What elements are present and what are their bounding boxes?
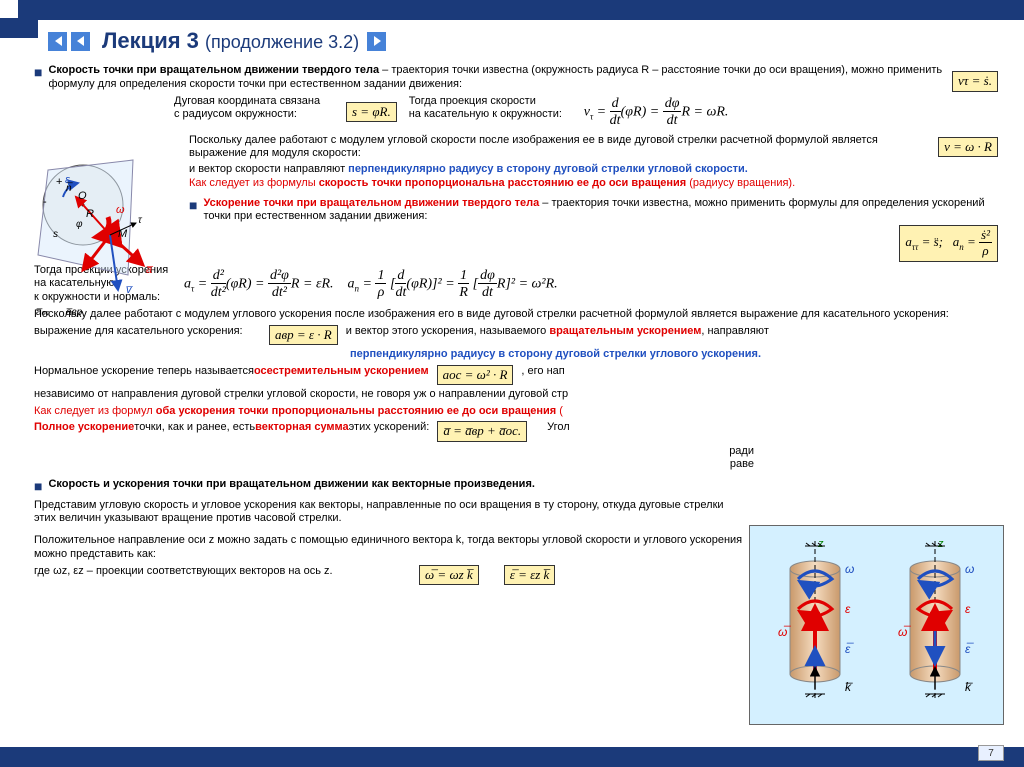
velocity-direction-text: и вектор скорости направляют перпендикул… [189, 163, 998, 177]
cut-text-1: ради [34, 445, 754, 459]
svg-text:-: - [43, 196, 47, 208]
rotation-circle-diagram: O R M - + ω ε v̅ a̅ n̅ τ a̅вр a̅ос s φ [28, 155, 163, 320]
svg-text:ω: ω [116, 204, 125, 216]
formula-v-omegaR: v = ω · R [938, 137, 998, 157]
svg-text:+: + [56, 176, 62, 188]
corner-decoration [0, 0, 38, 38]
svg-text:ω: ω [965, 562, 974, 576]
content: ■ Скорость точки при вращательном движен… [0, 58, 1024, 585]
svg-text:k̅: k̅ [845, 680, 853, 694]
svg-text:M: M [118, 228, 128, 240]
cylinders-diagram: z ω ε ω̅ ε̅ k̅ z [749, 525, 1004, 725]
svg-text:a̅ос: a̅ос [36, 307, 49, 318]
formula-s-phiR: s = φR. [346, 102, 397, 122]
formula-eps-vec: ε̅ = εz k̅ [504, 565, 556, 585]
svg-text:ω̅: ω̅ [898, 625, 911, 639]
svg-text:O: O [78, 190, 87, 202]
z-axis-text: Положительное направление оси z можно за… [34, 534, 744, 562]
velocity-proportional-text: Как следует из формулы скорость точки пр… [189, 177, 998, 191]
both-accel-proportional: Как следует из формул оба ускорения точк… [34, 405, 998, 419]
page-number: 7 [978, 745, 1004, 761]
section-velocity-heading: ■ Скорость точки при вращательном движен… [34, 64, 998, 92]
cut-text-2: раве [34, 458, 754, 472]
normal-accel-text: Нормальное ускорение теперь называется о… [34, 365, 998, 385]
svg-text:z: z [817, 538, 824, 550]
velocity-module-text: Поскольку далее работают с модулем углов… [189, 134, 998, 162]
svg-text:k̅: k̅ [965, 680, 973, 694]
independent-direction-text: независимо от направления дуговой стрелк… [34, 388, 998, 402]
section-accel-heading: ■ Ускорение точки при вращательном движе… [189, 197, 998, 225]
svg-text:ε̅: ε̅ [845, 642, 854, 656]
formula-aoc: aос = ω² · R [437, 365, 514, 385]
formula-v-tau-dot: vτ = ṡ. [952, 71, 998, 91]
full-accel-text: Полное ускорение точки, как и ранее, ест… [34, 421, 998, 441]
svg-text:a̅вр: a̅вр [66, 307, 83, 318]
svg-text:τ: τ [138, 215, 143, 226]
formula-att-an: aττ = s̈; an = ṡ²ρ [899, 225, 998, 262]
formula-vtau-expand: vτ = ddt(φR) = dφdtR = ωR. [584, 95, 729, 130]
svg-text:ω: ω [845, 562, 854, 576]
svg-text:φ: φ [76, 219, 83, 230]
vector-products-heading: ■ Скорость и ускорения точки при вращате… [34, 478, 998, 496]
svg-text:R: R [86, 208, 94, 220]
nav-prev-button[interactable] [71, 32, 90, 51]
formula-accel-expand: aτ = d²dt²(φR) = d²φdt²R = εR. an = 1ρ [… [184, 267, 998, 302]
tangent-proj-text: Тогда проекция скорости на касательную к… [409, 95, 584, 123]
header: Лекция 3 (продолжение 3.2) [0, 20, 1024, 58]
formula-full-accel: a̅ = a̅вр + a̅ос. [437, 421, 527, 441]
vector-represent-text: Представим угловую скорость и угловое ус… [34, 499, 744, 527]
tangential-accel-text: Поскольку далее работают с модулем углов… [34, 308, 998, 322]
nav-first-button[interactable] [48, 32, 67, 51]
svg-text:v̅: v̅ [126, 284, 134, 296]
arc-coord-text: Дуговая координата связана с радиусом ок… [174, 95, 334, 123]
svg-text:ε̅: ε̅ [965, 642, 974, 656]
svg-text:a̅: a̅ [146, 264, 154, 276]
nav-next-button[interactable] [367, 32, 386, 51]
svg-text:ε: ε [965, 602, 971, 616]
svg-text:ε: ε [845, 602, 851, 616]
lecture-title: Лекция 3 (продолжение 3.2) [102, 28, 359, 54]
projections-text: где ωz, εz – проекции соответствующих ве… [34, 565, 394, 579]
svg-text:z: z [937, 538, 944, 550]
svg-text:s: s [53, 229, 58, 240]
formula-avr: aвр = ε · R [269, 325, 338, 345]
svg-text:ω̅: ω̅ [778, 625, 791, 639]
formula-omega-vec: ω̅ = ωz k̅ [419, 565, 479, 585]
perp-radius-text: перпендикулярно радиусу в сторону дугово… [350, 348, 998, 362]
